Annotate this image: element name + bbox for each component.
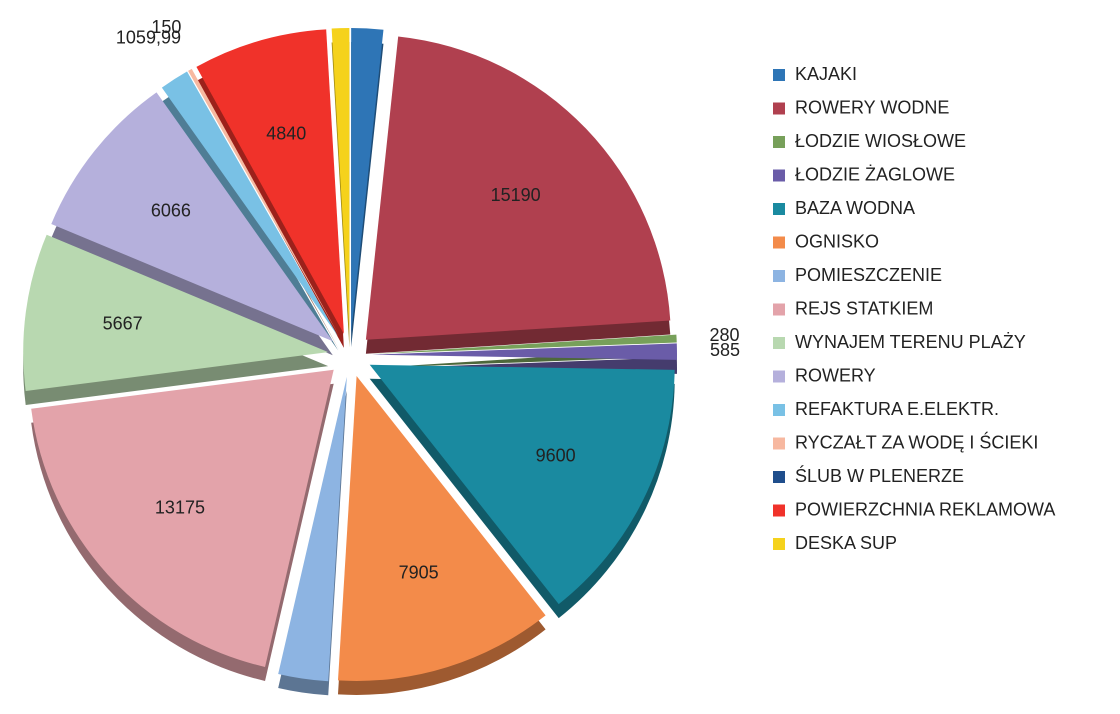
legend-swatch: [773, 471, 785, 483]
slice: [365, 36, 671, 340]
legend-label: KAJAKI: [795, 64, 857, 84]
legend-label: ŁODZIE ŻAGLOWE: [795, 164, 955, 184]
slice: [278, 376, 347, 682]
slice: [371, 343, 677, 360]
legend-label: POMIESZCZENIE: [795, 265, 942, 285]
data-label: 15190: [491, 185, 541, 205]
legend-swatch: [773, 203, 785, 215]
slice: [371, 334, 677, 354]
data-label: 4840: [266, 123, 306, 143]
slice: [331, 28, 350, 334]
legend-swatch: [773, 337, 785, 349]
legend-label: OGNISKO: [795, 231, 879, 251]
slice: [51, 92, 333, 342]
legend-swatch: [773, 404, 785, 416]
slice: [188, 68, 340, 336]
data-label: 150: [151, 17, 181, 37]
legend-swatch: [773, 102, 785, 115]
legend-swatch: [773, 303, 785, 316]
slice: [31, 369, 334, 667]
legend-label: ŁODZIE WIOSŁOWE: [795, 131, 966, 151]
data-label: 13175: [155, 498, 205, 518]
legend-label: DESKA SUP: [795, 533, 897, 553]
legend-label: POWIERZCHNIA REKLAMOWA: [795, 499, 1055, 519]
legend-label: REJS STATKIEM: [795, 298, 933, 318]
legend-label: ROWERY: [795, 365, 876, 385]
data-label: 1059,99: [116, 28, 181, 48]
legend-swatch: [773, 538, 785, 550]
data-label: 9600: [536, 445, 576, 465]
legend-label: BAZA WODNA: [795, 198, 915, 218]
data-label: 280: [710, 325, 740, 345]
legend-label: ŚLUB W PLENERZE: [795, 465, 964, 486]
data-label: 6066: [151, 200, 191, 220]
legend-swatch: [773, 504, 785, 517]
legend-swatch: [773, 270, 785, 282]
legend-label: ROWERY WODNE: [795, 97, 949, 117]
slice: [337, 375, 546, 681]
slice-side: [161, 85, 339, 351]
legend-swatch: [773, 169, 785, 182]
slice: [369, 364, 675, 605]
data-label: 5667: [103, 313, 143, 333]
legend-swatch: [773, 370, 785, 383]
slice: [196, 29, 344, 334]
legend-label: RYCZAŁT ZA WODĘ I ŚCIEKI: [795, 431, 1038, 452]
legend-swatch: [773, 236, 785, 249]
legend-label: REFAKTURA E.ELEKTR.: [795, 399, 999, 419]
slice: [351, 28, 384, 334]
legend-swatch: [773, 437, 785, 450]
legend-swatch: [773, 136, 785, 148]
slice: [161, 71, 339, 337]
slice: [191, 68, 340, 336]
data-label: 585: [710, 340, 740, 360]
legend-swatch: [773, 69, 785, 81]
slice: [23, 234, 329, 392]
data-label: 7905: [399, 563, 439, 583]
legend-label: WYNAJEM TERENU PLAŻY: [795, 332, 1026, 352]
